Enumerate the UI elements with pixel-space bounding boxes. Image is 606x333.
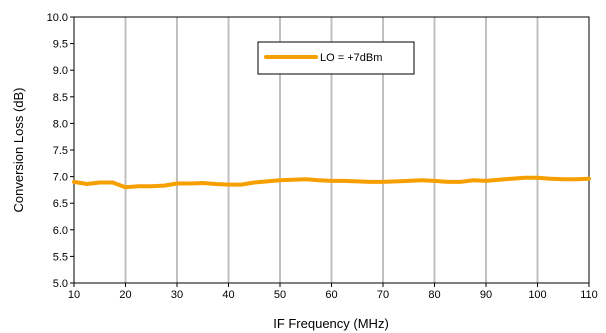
x-tick-label: 90 [480, 289, 492, 301]
x-tick-labels: 10 20 30 40 50 60 70 80 90 100 110 [68, 289, 598, 301]
x-tick-label: 70 [377, 289, 389, 301]
y-tick-label: 6.0 [53, 225, 68, 237]
y-tick-label: 10.0 [47, 12, 68, 24]
y-tick-label: 9.5 [53, 39, 68, 51]
tick-marks [70, 16, 590, 287]
x-tick-label: 110 [580, 289, 598, 301]
x-tick-label: 10 [68, 289, 80, 301]
y-tick-label: 5.5 [53, 251, 68, 263]
legend-label: LO = +7dBm [320, 52, 382, 64]
y-tick-label: 5.0 [53, 278, 68, 290]
y-axis-title: Conversion Loss (dB) [11, 88, 26, 213]
x-tick-label: 50 [274, 289, 286, 301]
y-tick-labels: 5.0 5.5 6.0 6.5 7.0 7.5 8.0 8.5 9.0 9.5 10.0 [47, 12, 68, 290]
legend: LO = +7dBm [257, 41, 415, 75]
plot-border [73, 16, 590, 284]
x-tick-label: 80 [428, 289, 440, 301]
x-tick-label: 20 [119, 289, 131, 301]
x-tick-label: 40 [222, 289, 234, 301]
x-axis-title: IF Frequency (MHz) [273, 316, 389, 331]
series-layer [72, 175, 591, 190]
y-tick-label: 7.5 [53, 145, 68, 157]
series-line-0 [72, 175, 591, 190]
x-tick-label: 30 [171, 289, 183, 301]
x-tick-label: 60 [325, 289, 337, 301]
y-tick-label: 8.0 [53, 118, 68, 130]
y-tick-label: 7.0 [53, 172, 68, 184]
y-tick-label: 8.5 [53, 92, 68, 104]
y-tick-label: 9.0 [53, 65, 68, 77]
y-tick-label: 6.5 [53, 198, 68, 210]
x-tick-label: 100 [528, 289, 546, 301]
